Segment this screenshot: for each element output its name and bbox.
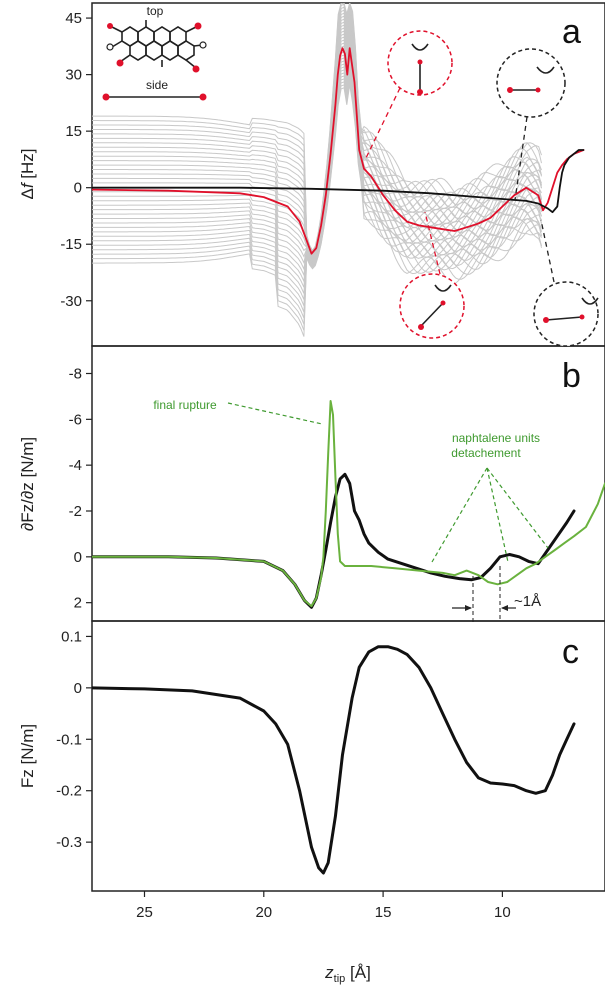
y-tick-label: 2 — [74, 595, 82, 612]
gray-trace — [92, 3, 542, 254]
y-tick-label: 0 — [74, 680, 82, 697]
y-tick-label: -0.1 — [56, 731, 82, 748]
inset-label-top: top — [147, 4, 164, 18]
x-tick-label: 10 — [494, 904, 511, 921]
panel-c-letter: c — [562, 633, 579, 671]
y-tick-label: 0.1 — [61, 628, 82, 645]
tip-callout-peak — [364, 30, 453, 161]
y-tick-label: -4 — [69, 457, 82, 474]
annotation-1A-label: ~1Å — [514, 593, 541, 610]
tip-callout-lateral — [496, 48, 566, 201]
panel-c-plot-area — [92, 645, 576, 875]
panel-c-ylabel: Fz [N/m] — [18, 724, 37, 788]
series-black-line — [92, 149, 585, 214]
y-tick-label: 0 — [74, 180, 82, 197]
series-black-line — [92, 645, 576, 875]
panel-a-plot-area — [92, 3, 585, 337]
panel-c-y-axis: 0.1 0 -0.1 -0.2 -0.3 — [56, 628, 92, 851]
y-tick-label: -0.2 — [56, 783, 82, 800]
gray-trace — [92, 3, 542, 255]
gray-trace — [92, 81, 542, 331]
x-axis: 25 20 15 10 — [136, 891, 511, 921]
molecule-atoms — [106, 22, 207, 73]
annotation-naphtalene-leaders — [431, 467, 549, 563]
y-tick-label: -6 — [69, 411, 82, 428]
y-tick-label: -8 — [69, 366, 82, 383]
annotation-naphtalene-line2: detachement — [451, 446, 521, 460]
x-axis-label: ztip [Å] — [324, 963, 371, 985]
gray-trace — [92, 3, 542, 254]
y-tick-label: 45 — [65, 10, 82, 27]
y-tick-label: 30 — [65, 67, 82, 84]
panel-b-y-axis: -8 -6 -4 -2 0 2 — [69, 366, 92, 612]
panel-c-frame — [91, 620, 605, 892]
inset-label-side: side — [146, 78, 168, 92]
tip-callout-flat — [533, 219, 599, 347]
tip-callout-tilted — [399, 211, 465, 339]
series-red-line — [92, 47, 585, 255]
panel-a-y-axis: 45 30 15 0 -15 -30 — [60, 10, 92, 310]
gray-trace — [92, 18, 542, 258]
y-tick-label: -0.3 — [56, 834, 82, 851]
y-tick-label: -2 — [69, 503, 82, 520]
y-tick-label: 0 — [74, 549, 82, 566]
annotation-final-rupture-leader — [227, 402, 323, 425]
panel-b-plot-area — [92, 400, 605, 609]
x-tick-label: 15 — [375, 904, 392, 921]
panel-a-letter: a — [562, 13, 581, 51]
annotation-final-rupture: final rupture — [153, 398, 217, 412]
panel-a-ylabel: Δf [Hz] — [18, 148, 37, 199]
gray-trace — [92, 3, 542, 252]
y-tick-label: -30 — [60, 293, 82, 310]
molecule-structure-icon — [109, 20, 203, 69]
annotation-1A-marker — [452, 566, 516, 622]
y-tick-label: -15 — [60, 236, 82, 253]
annotation-naphtalene-line1: naphtalene units — [452, 431, 540, 445]
panel-b-letter: b — [562, 357, 581, 395]
x-tick-label: 25 — [136, 904, 153, 921]
x-tick-label: 20 — [255, 904, 272, 921]
gray-trace — [92, 3, 542, 255]
molecule-inset: top side — [102, 4, 207, 101]
y-tick-label: 15 — [65, 123, 82, 140]
panel-b-ylabel: ∂Fz/∂z [N/m] — [18, 437, 37, 531]
series-black-line — [92, 472, 576, 609]
series-green-line — [92, 400, 605, 608]
